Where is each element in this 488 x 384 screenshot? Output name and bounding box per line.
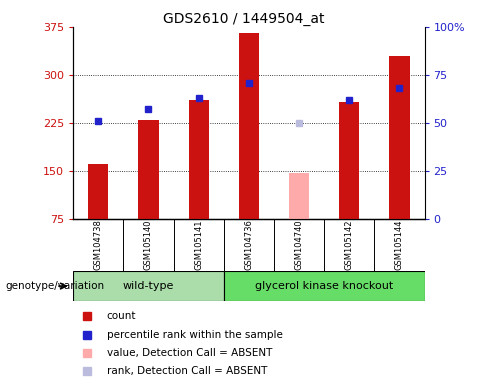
Text: GSM105142: GSM105142: [345, 220, 354, 270]
Bar: [339, 102, 359, 219]
Text: rank, Detection Call = ABSENT: rank, Detection Call = ABSENT: [107, 366, 267, 376]
Text: genotype/variation: genotype/variation: [5, 281, 104, 291]
Text: GDS2610 / 1449504_at: GDS2610 / 1449504_at: [163, 12, 325, 25]
Text: GSM105140: GSM105140: [144, 220, 153, 270]
Bar: [189, 101, 209, 219]
Bar: [88, 164, 108, 219]
Bar: [73, 271, 224, 301]
Text: GSM104738: GSM104738: [94, 219, 103, 270]
Text: count: count: [107, 311, 136, 321]
Text: glycerol kinase knockout: glycerol kinase knockout: [255, 281, 393, 291]
Text: GSM105144: GSM105144: [395, 220, 404, 270]
Text: percentile rank within the sample: percentile rank within the sample: [107, 329, 283, 339]
Bar: [389, 56, 409, 219]
Text: GSM104740: GSM104740: [295, 220, 304, 270]
Text: wild-type: wild-type: [123, 281, 174, 291]
Bar: [289, 173, 309, 219]
Bar: [239, 33, 259, 219]
Bar: [224, 271, 425, 301]
Text: GSM104736: GSM104736: [244, 219, 253, 270]
Text: value, Detection Call = ABSENT: value, Detection Call = ABSENT: [107, 348, 272, 358]
Text: GSM105141: GSM105141: [194, 220, 203, 270]
Bar: [139, 120, 159, 219]
